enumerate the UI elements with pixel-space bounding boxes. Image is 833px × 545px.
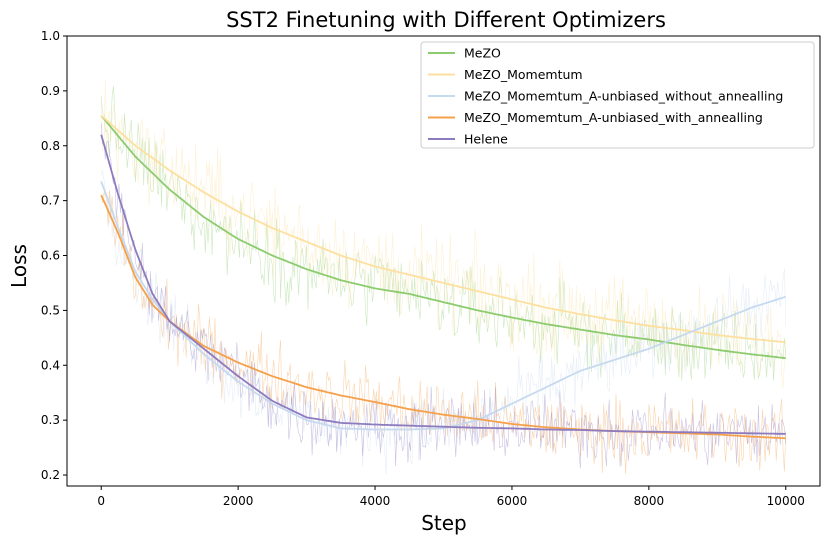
legend-box <box>420 41 815 149</box>
series-noise-2 <box>100 169 787 475</box>
y-axis-title: Loss <box>7 244 31 288</box>
plot-frame <box>66 35 821 487</box>
y-tick-label: 0.7 <box>41 194 60 208</box>
x-axis: 0 2000 4000 6000 8000 10000 <box>97 486 805 508</box>
series-noise-4 <box>100 123 787 469</box>
y-tick-label: 0.6 <box>41 249 60 263</box>
line-layer <box>100 114 787 440</box>
x-tick-label: 2000 <box>223 494 254 508</box>
x-tick-label: 10000 <box>767 494 805 508</box>
series-line-4 <box>100 134 786 435</box>
y-tick-label: 0.8 <box>41 139 60 153</box>
x-tick-label: 6000 <box>497 494 528 508</box>
x-axis-title: Step <box>421 511 467 535</box>
y-tick-label: 1.0 <box>41 29 60 43</box>
legend-label: Helene <box>464 132 508 147</box>
series-line-1 <box>100 114 786 344</box>
y-axis: 0.2 0.3 0.4 0.5 0.6 0.7 0.8 0.9 1.0 <box>41 29 67 482</box>
series-line-0 <box>100 115 786 359</box>
series-noise-3 <box>100 189 787 475</box>
y-tick-label: 0.2 <box>41 468 60 482</box>
legend-label: MeZO_Momemtum_A-unbiased_without_anneall… <box>464 89 783 104</box>
y-tick-label: 0.5 <box>41 303 60 317</box>
x-tick-label: 0 <box>97 494 105 508</box>
series-noise-0 <box>100 86 787 381</box>
legend-label: MeZO <box>464 46 501 61</box>
x-tick-label: 4000 <box>360 494 391 508</box>
y-tick-label: 0.3 <box>41 413 60 427</box>
series-line-2 <box>100 181 787 431</box>
chart-title: SST2 Finetuning with Different Optimizer… <box>226 8 666 32</box>
series-noise-1 <box>100 79 787 388</box>
x-tick-label: 8000 <box>634 494 665 508</box>
y-tick-label: 0.9 <box>41 84 60 98</box>
y-tick-label: 0.4 <box>41 358 60 372</box>
legend-label: MeZO_Momemtum_A-unbiased_with_annealling <box>464 110 763 125</box>
legend: MeZO MeZO_Momemtum MeZO_Momemtum_A-unbiase… <box>420 41 815 149</box>
legend-label: MeZO_Momemtum <box>464 67 583 82</box>
